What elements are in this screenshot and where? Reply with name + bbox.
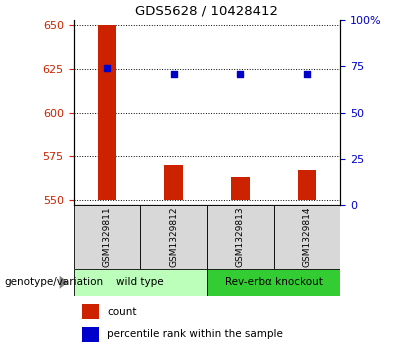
Text: GSM1329812: GSM1329812 [169,207,178,267]
Text: GSM1329811: GSM1329811 [102,207,111,267]
Text: percentile rank within the sample: percentile rank within the sample [107,329,283,339]
Bar [207,269,340,296]
Text: GSM1329814: GSM1329814 [302,207,311,267]
Bar [140,205,207,269]
Bar [82,327,99,342]
Point [237,71,244,77]
Point [103,65,110,71]
Bar [207,205,273,269]
Bar [297,170,316,200]
Bar [273,205,340,269]
Text: count: count [107,307,136,317]
Text: genotype/variation: genotype/variation [4,277,103,287]
Bar [164,165,183,200]
Point [304,71,310,77]
Text: GSM1329813: GSM1329813 [236,207,245,267]
Bar [74,269,207,296]
Title: GDS5628 / 10428412: GDS5628 / 10428412 [135,4,278,17]
Bar [82,304,99,319]
Text: Rev-erbα knockout: Rev-erbα knockout [225,277,323,287]
Bar [97,25,116,200]
Text: wild type: wild type [116,277,164,287]
Bar [74,205,140,269]
Point [170,71,177,77]
Bar [231,177,249,200]
Polygon shape [60,276,68,289]
